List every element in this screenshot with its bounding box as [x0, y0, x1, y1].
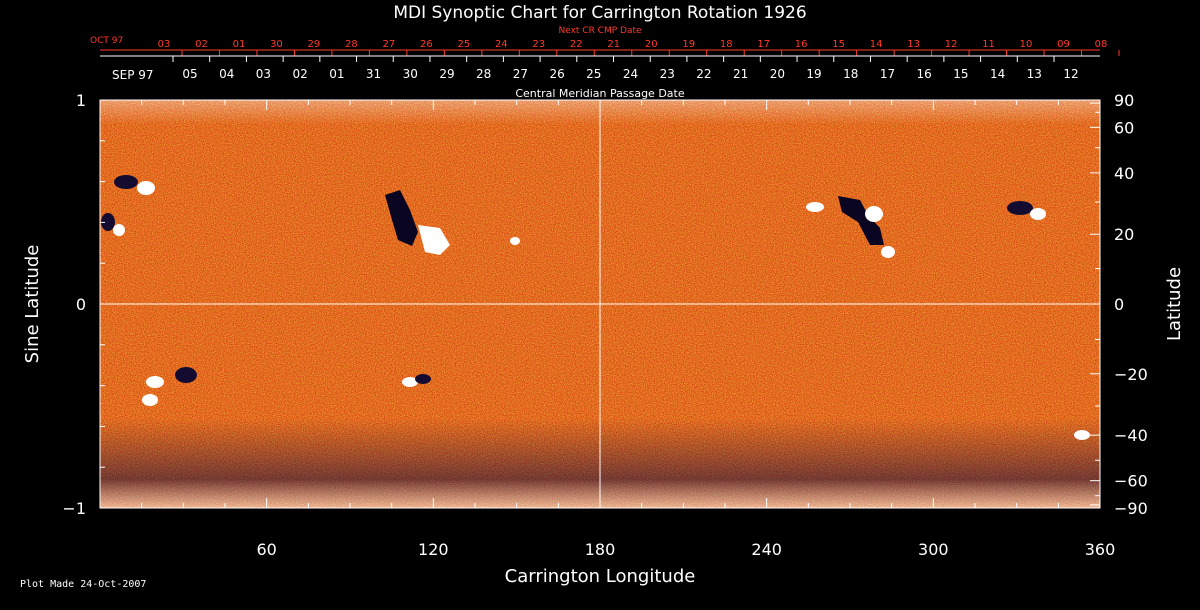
- next-cr-date: 21: [607, 39, 620, 50]
- x-axis-labels: 60 120 180 240 300 360: [256, 540, 1115, 559]
- y-right-tick-label: 20: [1114, 225, 1134, 244]
- cmp-date: 01: [329, 67, 344, 81]
- next-cr-date: 22: [570, 39, 583, 50]
- cmp-date: 30: [403, 67, 418, 81]
- y-right-tick-label: −20: [1114, 365, 1148, 384]
- next-cr-date: 09: [1057, 39, 1070, 50]
- y-right-tick-label: 0: [1114, 295, 1124, 314]
- chart-title: MDI Synoptic Chart for Carrington Rotati…: [393, 3, 806, 23]
- cmp-date: 25: [586, 67, 601, 81]
- next-cr-date: 10: [1020, 39, 1033, 50]
- next-cr-date: 19: [682, 39, 695, 50]
- x-axis-ticks: [99, 100, 1101, 508]
- cmp-date: 14: [990, 67, 1005, 81]
- cmp-date-row: 05 04 03 02 01 31 30 29 28 27 26 25 24 23 22 21 20 19 18 17…: [182, 67, 1078, 81]
- cmp-date: 02: [292, 67, 307, 81]
- next-cr-date: 23: [532, 39, 545, 50]
- next-cr-date: 25: [457, 39, 470, 50]
- y-left-ticks: [100, 99, 110, 509]
- next-cr-date: 12: [945, 39, 958, 50]
- y-left-tick-label: 0: [76, 295, 86, 314]
- x-tick-label: 60: [256, 540, 276, 559]
- x-tick-label: 240: [751, 540, 782, 559]
- next-cr-date: 13: [907, 39, 920, 50]
- plot-made-footer: Plot Made 24-Oct-2007: [20, 579, 147, 590]
- cmp-date: 15: [953, 67, 968, 81]
- next-cr-date: 20: [645, 39, 658, 50]
- cmp-month: SEP 97: [112, 68, 154, 82]
- cmp-date: 29: [439, 67, 454, 81]
- next-cr-date: 16: [795, 39, 808, 50]
- y-right-labels: 90 60 40 20 0 −20 −40 −60 −90: [1114, 91, 1148, 518]
- active-regions: [101, 175, 1090, 440]
- cmp-date: 20: [770, 67, 785, 81]
- next-cr-date: 02: [195, 39, 208, 50]
- cmp-date: 31: [366, 67, 381, 81]
- y-right-tick-label: 40: [1114, 164, 1134, 183]
- cmp-date: 28: [476, 67, 491, 81]
- cmp-date: 19: [806, 67, 821, 81]
- x-tick-label: 300: [918, 540, 949, 559]
- y-right-tick-label: −90: [1114, 499, 1148, 518]
- cmp-date: 26: [549, 67, 564, 81]
- next-cr-date: 18: [720, 39, 733, 50]
- y-right-tick-label: 60: [1114, 118, 1134, 137]
- next-cr-date: 27: [383, 39, 396, 50]
- cmp-date: 13: [1027, 67, 1042, 81]
- cmp-date: 04: [219, 67, 234, 81]
- next-cr-date: 29: [308, 39, 321, 50]
- next-cr-date: 15: [832, 39, 845, 50]
- y-right-ticks: [1090, 99, 1100, 509]
- y-left-labels: 1 0 −1: [62, 91, 86, 518]
- x-tick-label: 360: [1085, 540, 1116, 559]
- cmp-date: 21: [733, 67, 748, 81]
- y-left-axis-title: Sine Latitude: [22, 245, 43, 364]
- y-left-tick-label: 1: [76, 91, 86, 110]
- next-cr-header: Next CR CMP Date: [558, 26, 642, 36]
- next-cr-date: 24: [495, 39, 508, 50]
- cmp-date: 18: [843, 67, 858, 81]
- cmp-date: 12: [1063, 67, 1078, 81]
- magnetogram-map: [99, 99, 1101, 509]
- cmp-ticks: [172, 56, 1055, 62]
- next-cr-date: 30: [270, 39, 283, 50]
- next-cr-date: 01: [233, 39, 246, 50]
- next-cr-date: 17: [757, 39, 770, 50]
- x-axis-title: Carrington Longitude: [505, 566, 696, 587]
- next-cr-date: 28: [345, 39, 358, 50]
- cmp-date: 16: [917, 67, 932, 81]
- next-cr-date: 03: [158, 39, 171, 50]
- cmp-date: 17: [880, 67, 895, 81]
- next-cr-date: 14: [870, 39, 883, 50]
- next-cr-date-row: 03 02 01 30 29 28 27 26 25 24 23 22 21 20 19 18 17 16 15 14…: [158, 39, 1108, 50]
- y-right-axis-title: Latitude: [1164, 267, 1185, 341]
- cmp-date: 22: [696, 67, 711, 81]
- x-tick-label: 120: [418, 540, 449, 559]
- next-cr-date: 26: [420, 39, 433, 50]
- cmp-date: 03: [256, 67, 271, 81]
- x-tick-label: 180: [585, 540, 616, 559]
- next-cr-month: OCT 97: [90, 36, 123, 46]
- y-right-tick-label: 90: [1114, 91, 1134, 110]
- next-cr-ticks: [181, 50, 1120, 56]
- cmp-label: Central Meridian Passage Date: [515, 87, 684, 100]
- cmp-date: 23: [660, 67, 675, 81]
- y-left-tick-label: −1: [62, 499, 86, 518]
- next-cr-date: 08: [1095, 39, 1108, 50]
- cmp-date: 27: [513, 67, 528, 81]
- y-right-tick-label: −60: [1114, 472, 1148, 491]
- y-right-tick-label: −40: [1114, 426, 1148, 445]
- cmp-date: 24: [623, 67, 638, 81]
- next-cr-date: 11: [982, 39, 995, 50]
- cmp-date: 05: [182, 67, 197, 81]
